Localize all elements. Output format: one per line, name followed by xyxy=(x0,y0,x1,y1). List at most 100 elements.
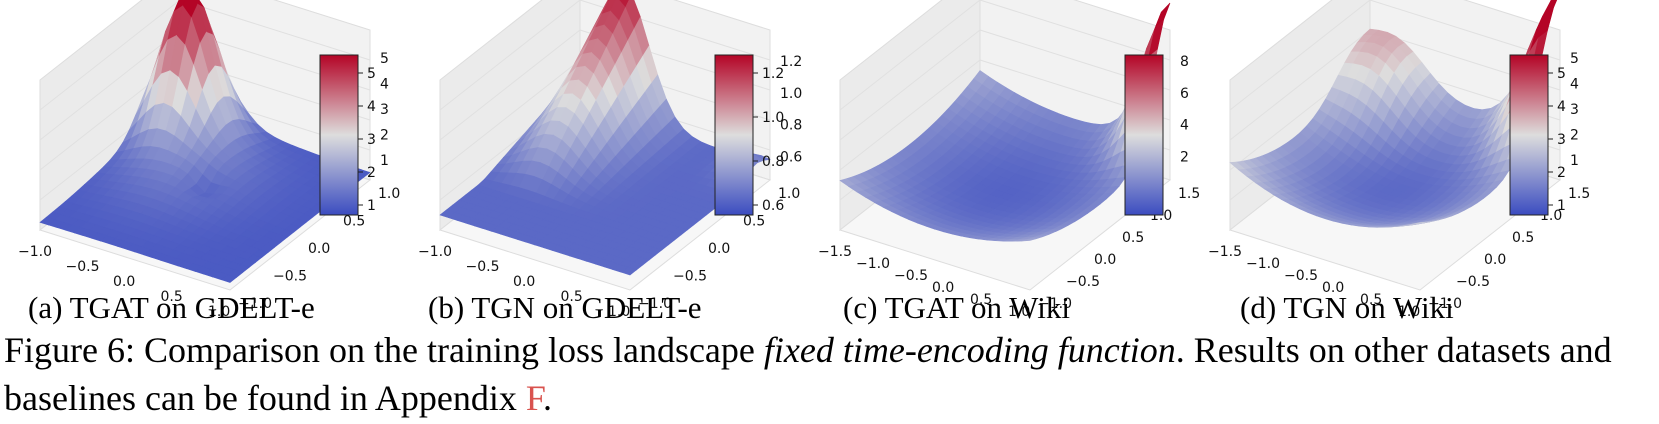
y-tick-label: 0.5 xyxy=(343,214,365,230)
grid-line xyxy=(839,59,981,171)
subcaption-2: (b) TGN on GDELT-e xyxy=(428,290,702,325)
z-tick-label: 3 xyxy=(1570,102,1579,118)
x-tick-label: 0.0 xyxy=(113,274,135,290)
x-tick-label: 1.0 xyxy=(608,304,630,320)
colorbar-tick-label: 0.6 xyxy=(762,198,784,214)
loss-landscape-plot: −1.0−0.50.00.51.0 −1.0−0.50.00.51.00.60.8… xyxy=(418,0,802,320)
x-tick-label: 0.0 xyxy=(932,280,954,296)
subcaption-1: (a) TGAT on GDELT-e xyxy=(28,290,315,325)
surface-facet xyxy=(620,266,637,276)
z-tick-label: 5 xyxy=(380,51,389,67)
y-tick-label: 1.5 xyxy=(1568,186,1590,202)
loss-surface xyxy=(439,0,772,276)
y-tick-label: 0.0 xyxy=(1094,252,1116,268)
y-tick-label: 1.0 xyxy=(378,186,400,202)
subcaption-3: (c) TGAT on Wiki xyxy=(843,290,1070,325)
grid-line xyxy=(439,29,581,141)
y-tick-label: −1.0 xyxy=(1038,296,1072,312)
loss-landscape-plot: −1.0−0.50.00.51.0 −1.0−0.50.00.51.0123451… xyxy=(18,0,400,320)
colorbar-gradient xyxy=(1124,54,1164,216)
colorbar: 0.6 0.8 1.0 1.2 xyxy=(714,54,784,216)
z-tick-label: 1.2 xyxy=(780,54,802,70)
caption-tail: . Results on other datasets and baseline… xyxy=(4,330,1612,418)
colorbar-tick-label: 1 xyxy=(367,198,376,214)
caption-lead: Figure 6: Comparison on the training los… xyxy=(4,330,764,370)
y-tick-label: 1.5 xyxy=(1178,186,1200,202)
surface-facet xyxy=(220,274,237,283)
y-tick-label: 0.5 xyxy=(743,214,765,230)
z-tick-label: 0.6 xyxy=(780,150,802,166)
z-tick-label: 1 xyxy=(380,153,389,169)
x-tick-label: 0.5 xyxy=(1360,292,1382,308)
loss-surface xyxy=(1229,0,1558,228)
x-tick-label: 0.0 xyxy=(513,274,535,290)
loss-landscape-plot: −1.5−1.0−0.50.00.51.0 −1.0−0.50.00.51.01.… xyxy=(818,0,1200,320)
x-tick-label: 0.5 xyxy=(561,289,583,305)
x-tick-label: 1.0 xyxy=(208,304,230,320)
x-tick-label: 0.0 xyxy=(1322,280,1344,296)
panel-4: −1.5 −1.0 −0.5 0.0 0.5 1.0 −1.0 −0.5 0.0 0.5 1.0 1.… xyxy=(1190,0,1595,320)
colorbar-gradient xyxy=(1509,54,1549,216)
grid-line xyxy=(1229,29,1371,141)
colorbar-tick-label: 4 xyxy=(1557,99,1566,115)
x-tick-label: −0.5 xyxy=(466,259,500,275)
loss-landscape-plot: −1.5−1.0−0.50.00.51.0 −1.0−0.50.00.51.01.… xyxy=(1208,0,1590,320)
colorbar-tick-label: 2 xyxy=(367,165,376,181)
colorbar-tick-label: 4 xyxy=(367,99,376,115)
grid-line xyxy=(179,0,371,61)
subcaption-4: (d) TGN on Wiki xyxy=(1240,290,1454,325)
colorbar-tick-label: 2 xyxy=(1557,165,1566,181)
grid-line xyxy=(439,0,581,111)
panel-2: −1.0 −0.5 0.0 0.5 1.0 −1.0 −0.5 0.0 0.5 1.0 0.6 0.8… xyxy=(400,0,805,320)
z-tick-label: 4 xyxy=(380,76,389,92)
colorbar-tick-label: 1.0 xyxy=(762,110,784,126)
colorbar-tick-label: 3 xyxy=(1557,132,1566,148)
x-tick-label: −1.0 xyxy=(856,256,890,272)
colorbar-gradient xyxy=(319,54,359,216)
colorbar-tick-label: 0.8 xyxy=(762,154,784,170)
x-tick-label: −1.0 xyxy=(1246,256,1280,272)
x-tick-label: −1.0 xyxy=(418,244,452,260)
colorbar xyxy=(1124,54,1164,216)
y-tick-label: −0.5 xyxy=(673,269,707,285)
surface-facet xyxy=(1411,221,1427,225)
y-tick-label: 1.0 xyxy=(778,186,800,202)
y-tick-label: 0.5 xyxy=(1512,230,1534,246)
grid-line xyxy=(839,0,981,111)
colorbar: 1 2 3 4 5 xyxy=(319,54,376,216)
y-tick-label: 0.0 xyxy=(308,241,330,257)
x-tick-label: −0.5 xyxy=(1284,268,1318,284)
z-tick-label: 1 xyxy=(1570,153,1579,169)
z-tick-label: 2 xyxy=(1570,127,1579,143)
loss-surface xyxy=(839,2,1171,242)
z-tick-label: 8 xyxy=(1180,54,1189,70)
z-tick-label: 3 xyxy=(380,102,389,118)
caption-emphasis: fixed time-encoding function xyxy=(763,330,1176,370)
colorbar-tick-label: 5 xyxy=(367,66,376,82)
y-tick-label: 0.5 xyxy=(1122,230,1144,246)
z-tick-label: 1.0 xyxy=(780,86,802,102)
x-tick-label: 0.5 xyxy=(970,292,992,308)
colorbar-gradient xyxy=(714,54,754,216)
figure-caption: Figure 6: Comparison on the training los… xyxy=(4,326,1654,422)
colorbar-tick-label: 3 xyxy=(367,132,376,148)
z-tick-label: 4 xyxy=(1180,118,1189,134)
caption-end: . xyxy=(543,378,553,418)
grid-line xyxy=(39,0,181,111)
x-tick-label: −1.5 xyxy=(818,244,852,260)
x-tick-label: −0.5 xyxy=(894,268,928,284)
grid-line xyxy=(39,29,181,141)
y-tick-label: −1.0 xyxy=(638,296,672,312)
z-tick-label: 0.8 xyxy=(780,118,802,134)
x-tick-label: 1.0 xyxy=(1008,304,1030,320)
x-tick-label: −1.5 xyxy=(1208,244,1242,260)
grid-line xyxy=(839,29,981,141)
grid-line xyxy=(979,0,1171,61)
appendix-link[interactable]: F xyxy=(525,378,544,418)
z-tick-label: 2 xyxy=(1180,150,1189,166)
surface-facet xyxy=(1021,238,1037,242)
y-tick-label: −1.0 xyxy=(238,296,272,312)
z-tick-label: 5 xyxy=(1570,51,1579,67)
y-tick-label: −0.5 xyxy=(1456,274,1490,290)
y-tick-label: 0.0 xyxy=(708,241,730,257)
